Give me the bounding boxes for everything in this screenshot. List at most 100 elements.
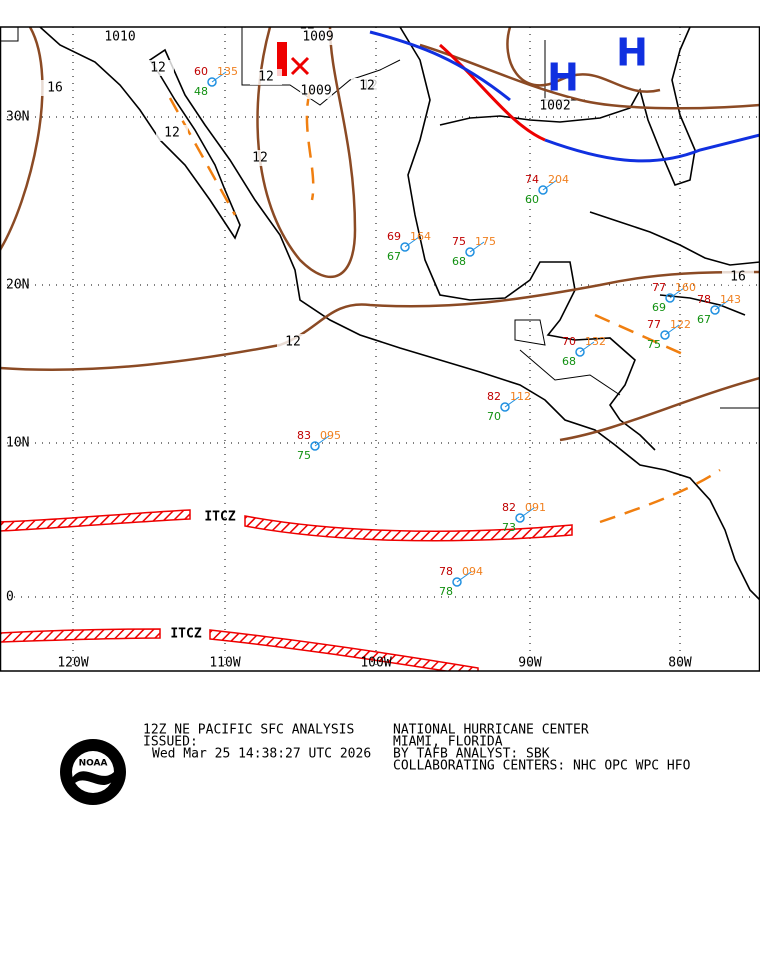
dewpoint: 68 [452, 255, 466, 268]
isobar [559, 376, 760, 442]
temperature: 69 [387, 230, 401, 243]
lat-label: 30N [6, 110, 29, 125]
coastline [439, 27, 696, 186]
isobar [506, 27, 661, 93]
low-marker [277, 42, 287, 76]
station [500, 402, 510, 412]
footer-line: ISSUED: [143, 735, 198, 750]
isobar-label: 1009 [302, 30, 333, 45]
footer-line: Wed Mar 25 14:38:27 UTC 2026 [152, 747, 371, 762]
itcz-label: ITCZ [170, 627, 201, 642]
isobar-label: 12 [359, 79, 375, 94]
pressure: 132 [585, 335, 606, 348]
pressure: 135 [217, 65, 238, 78]
label-bg [539, 98, 571, 114]
pressure: 095 [320, 429, 341, 442]
wind-barb [469, 241, 485, 253]
label-bg [250, 69, 282, 85]
label-bg [277, 334, 309, 350]
pressure: 112 [510, 390, 531, 403]
footer-line: MIAMI, FLORIDA [393, 735, 503, 750]
isobar [256, 27, 357, 279]
label-bg [142, 60, 174, 76]
pressure: 175 [475, 235, 496, 248]
station [310, 441, 320, 451]
pressure: 164 [410, 230, 431, 243]
station [710, 305, 720, 315]
footer-line: 12Z NE PACIFIC SFC ANALYSIS [143, 723, 354, 738]
dewpoint: 68 [562, 355, 576, 368]
pressure: 204 [548, 173, 569, 186]
wind-barb [669, 287, 685, 299]
label-bg [302, 29, 334, 45]
temperature: 74 [525, 173, 539, 186]
logo-text: NOAA [79, 759, 108, 769]
isobar [419, 43, 760, 110]
lon-label: 90W [518, 656, 542, 671]
station [400, 242, 410, 252]
footer-line: BY TAFB ANALYST: SBK [393, 747, 550, 762]
itcz [0, 509, 191, 532]
map-frame [0, 26, 760, 672]
label-bg [300, 83, 332, 99]
isobar [0, 270, 760, 372]
map: 30N 20N 10N 0 120W 110W 100W 90W 80W 1010 12 16 12 10… [0, 27, 760, 671]
lat-label: 10N [6, 436, 29, 451]
border [0, 27, 19, 42]
dewpoint: 78 [439, 585, 453, 598]
isobar [0, 27, 44, 251]
wind-barb [664, 324, 680, 336]
coastline [589, 211, 760, 266]
isobar-label: 16 [730, 270, 746, 285]
isobar-label: 1002 [539, 99, 570, 114]
temperature: 77 [652, 281, 666, 294]
trough [594, 313, 686, 357]
wind-barb [211, 71, 227, 83]
lon-label: 100W [360, 656, 391, 671]
coastline [659, 294, 746, 316]
station [465, 247, 475, 257]
lat-label: 0 [6, 590, 14, 605]
isobar-label: 12 [164, 126, 180, 141]
grid [0, 27, 760, 671]
coastline [399, 27, 656, 451]
temperature: 78 [697, 293, 711, 306]
trough [168, 97, 237, 216]
lon-label: 80W [668, 656, 692, 671]
wind-barb [714, 299, 730, 311]
isobar-label: 12 [252, 151, 268, 166]
coastline [39, 27, 760, 601]
front [544, 133, 760, 163]
high-label: H [616, 31, 648, 75]
dewpoint: 70 [487, 410, 501, 423]
temperature: 75 [452, 235, 466, 248]
front [369, 30, 511, 102]
dewpoint: 69 [652, 301, 666, 314]
dewpoint: 75 [297, 449, 311, 462]
temperature: 83 [297, 429, 311, 442]
label-bg [156, 125, 188, 141]
dewpoint: 73 [502, 521, 516, 534]
logo: NOAA [60, 739, 126, 805]
lon-label: 120W [57, 656, 88, 671]
itcz-label: ITCZ [204, 510, 235, 525]
wind-barb [456, 571, 472, 583]
station [538, 185, 548, 195]
wind-barb [404, 236, 420, 248]
lon-label: 110W [209, 656, 240, 671]
pressure: 091 [525, 501, 546, 514]
wind-barb [504, 396, 520, 408]
wind-barb [314, 435, 330, 447]
dewpoint: 48 [194, 85, 208, 98]
station [452, 577, 462, 587]
dewpoint: 67 [697, 313, 711, 326]
temperature: 82 [502, 501, 516, 514]
pressure: 143 [720, 293, 741, 306]
isobar-label: 1010 [104, 30, 135, 45]
wind-barb [542, 179, 558, 191]
isobar-label: 12 [285, 335, 301, 350]
wind-barb [519, 507, 535, 519]
footer-line: COLLABORATING CENTERS: NHC OPC WPC HFO [393, 759, 691, 774]
